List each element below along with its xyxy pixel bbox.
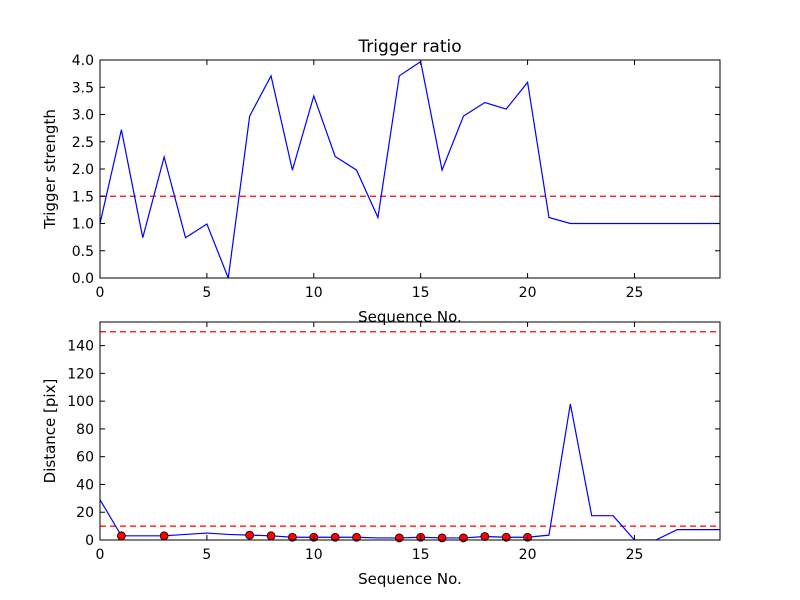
y-axis-label: Distance [pix] <box>41 379 59 484</box>
x-tick-label: 15 <box>412 547 430 563</box>
y-tick-label: 1.0 <box>72 217 94 233</box>
y-tick-label: 3.5 <box>72 80 94 96</box>
x-tick-label: 5 <box>202 285 211 301</box>
y-tick-label: 40 <box>76 477 94 493</box>
y-tick-label: 2.0 <box>72 162 94 178</box>
x-tick-label: 5 <box>202 547 211 563</box>
y-tick-label: 0 <box>85 533 94 549</box>
x-axis-label: Sequence No. <box>358 308 462 326</box>
x-tick-label: 10 <box>305 285 323 301</box>
data-point <box>480 532 490 541</box>
x-tick-label: 15 <box>412 285 430 301</box>
plot-2: 0 5 10 15 20 25 0 20 40 60 80 100 120 140 Sequence No.… <box>41 321 721 588</box>
y-tick-label: 100 <box>67 394 94 410</box>
x-tick-label: 0 <box>96 285 105 301</box>
data-point <box>116 531 126 541</box>
x-tick-label: 10 <box>305 547 323 563</box>
axes-frame <box>99 321 721 541</box>
data-point <box>330 532 340 542</box>
data-point <box>437 533 447 543</box>
y-tick-label: 120 <box>67 366 94 382</box>
data-point <box>352 532 361 542</box>
y-tick-label: 1.5 <box>72 189 94 205</box>
series-line <box>100 60 720 278</box>
y-tick-label: 140 <box>67 339 94 355</box>
x-tick-label: 25 <box>626 285 644 301</box>
y-tick-label: 60 <box>76 450 94 466</box>
y-tick-label: 0.5 <box>72 244 94 260</box>
x-axis-label: Sequence No. <box>358 570 462 588</box>
data-point <box>159 531 169 541</box>
data-point <box>394 533 404 543</box>
x-tick-label: 20 <box>519 547 537 563</box>
y-axis-label: Trigger strength <box>41 109 59 230</box>
x-tick-label: 20 <box>519 285 537 301</box>
plot-1: 0 5 10 15 20 25 0.0 0.5 1.0 1.5 2.0 2.5 3.0 3.5 4.0 Tri… <box>41 37 721 326</box>
x-tick-label: 25 <box>626 547 644 563</box>
y-tick-label: 0.0 <box>72 271 94 287</box>
data-point <box>459 533 468 543</box>
y-tick-label: 3.0 <box>72 108 94 124</box>
data-point <box>266 531 276 541</box>
axes-frame <box>99 59 721 279</box>
chart-title: Trigger ratio <box>357 37 461 57</box>
y-tick-label: 20 <box>76 505 94 521</box>
data-point <box>288 532 297 542</box>
y-tick-label: 2.5 <box>72 135 94 151</box>
y-tick-label: 80 <box>76 422 94 438</box>
data-point <box>501 532 511 542</box>
y-tick-label: 4.0 <box>72 53 94 69</box>
x-tick-label: 0 <box>96 547 105 563</box>
data-point <box>245 530 255 540</box>
series-line <box>100 403 720 540</box>
